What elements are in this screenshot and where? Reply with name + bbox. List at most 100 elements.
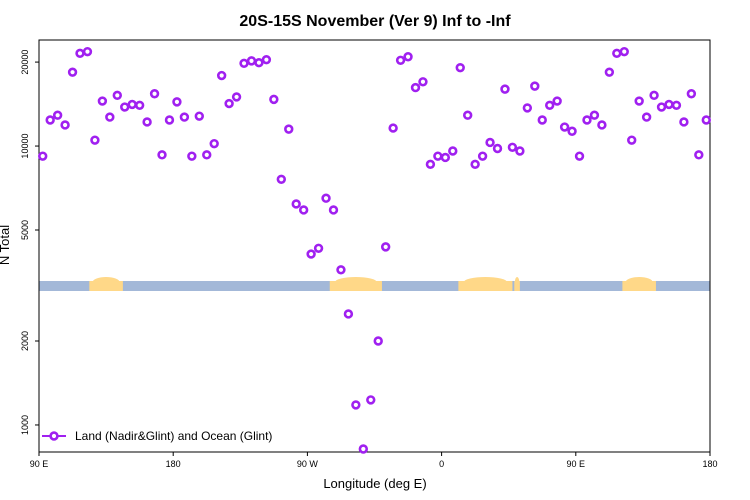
- x-axis-label: Longitude (deg E): [323, 476, 426, 491]
- data-point-0-20: [187, 151, 197, 161]
- data-point-0-0: [38, 151, 48, 161]
- data-point-0-84: [664, 99, 674, 110]
- data-point-0-66: [530, 81, 540, 91]
- land-band-bump-3: [514, 277, 520, 287]
- data-point-0-88: [694, 150, 704, 160]
- data-point-0-80: [634, 96, 644, 106]
- data-points: [38, 46, 711, 454]
- data-point-0-64: [515, 146, 525, 156]
- y-tick-label-2: 5000: [20, 220, 30, 240]
- data-point-0-44: [366, 395, 376, 405]
- data-point-0-82: [649, 90, 659, 101]
- data-point-0-85: [671, 100, 682, 110]
- y-tick-label-3: 10000: [20, 134, 30, 159]
- data-point-0-67: [537, 115, 547, 125]
- data-point-0-13: [134, 100, 145, 110]
- data-point-0-49: [403, 52, 413, 62]
- data-point-0-81: [641, 112, 652, 122]
- data-point-0-30: [261, 54, 272, 65]
- data-point-0-35: [298, 205, 309, 215]
- data-point-0-71: [567, 126, 577, 136]
- data-point-0-48: [395, 55, 406, 65]
- data-point-0-37: [313, 243, 324, 253]
- x-tick-label-0: 90 E: [30, 459, 49, 469]
- data-point-0-36: [306, 249, 316, 259]
- legend: Land (Nadir&Glint) and Ocean (Glint): [42, 429, 272, 443]
- data-point-0-31: [269, 94, 279, 105]
- data-point-0-63: [507, 142, 518, 152]
- y-axis-label: N Total: [0, 225, 12, 265]
- data-point-0-33: [276, 174, 287, 184]
- data-point-0-19: [179, 112, 190, 122]
- data-point-0-60: [485, 137, 495, 148]
- data-point-0-40: [336, 265, 346, 275]
- x-tick-label-3: 0: [439, 459, 444, 469]
- data-point-0-8: [97, 96, 108, 106]
- data-point-0-11: [120, 102, 130, 112]
- land-band-bump-0: [92, 277, 120, 287]
- data-point-0-32: [284, 124, 294, 134]
- data-point-0-86: [679, 117, 689, 127]
- data-point-0-74: [589, 110, 600, 120]
- data-point-0-73: [582, 115, 592, 125]
- data-point-0-4: [67, 67, 78, 77]
- data-point-0-21: [194, 111, 204, 121]
- data-point-0-78: [619, 46, 629, 57]
- data-point-0-87: [686, 89, 697, 99]
- data-point-0-12: [127, 99, 137, 110]
- data-point-0-16: [157, 150, 167, 160]
- data-point-0-56: [455, 62, 465, 73]
- data-point-0-7: [90, 135, 100, 145]
- data-point-0-1: [45, 115, 55, 125]
- data-point-0-50: [410, 82, 421, 93]
- data-point-0-14: [142, 117, 152, 127]
- data-point-0-70: [559, 122, 570, 132]
- data-point-0-24: [216, 70, 227, 81]
- data-point-0-26: [231, 92, 242, 102]
- x-tick-label-4: 90 E: [567, 459, 586, 469]
- legend-label: Land (Nadir&Glint) and Ocean (Glint): [75, 429, 272, 443]
- data-point-0-75: [597, 120, 607, 130]
- data-point-0-17: [164, 115, 175, 125]
- data-point-0-53: [433, 151, 443, 161]
- x-tick-label-1: 180: [166, 459, 181, 469]
- land-band-bump-1: [334, 277, 377, 287]
- data-point-0-77: [612, 48, 622, 59]
- data-point-0-28: [246, 56, 257, 66]
- data-point-0-39: [328, 205, 339, 215]
- chart-title: 20S-15S November (Ver 9) Inf to -Inf: [239, 13, 511, 30]
- data-point-0-9: [105, 112, 115, 122]
- legend-marker: [49, 431, 59, 441]
- data-point-0-54: [440, 152, 451, 163]
- data-point-0-25: [224, 98, 234, 109]
- data-point-0-27: [239, 58, 249, 69]
- data-point-0-29: [254, 57, 264, 68]
- data-point-0-46: [380, 242, 391, 252]
- land-band-bump-2: [463, 277, 508, 287]
- data-point-0-22: [202, 150, 212, 160]
- data-point-0-41: [343, 309, 354, 319]
- data-point-0-59: [477, 151, 488, 161]
- data-point-0-65: [522, 103, 533, 113]
- data-point-0-42: [351, 400, 361, 410]
- data-point-0-10: [112, 90, 122, 101]
- data-point-0-43: [358, 444, 369, 454]
- data-point-0-2: [52, 110, 63, 120]
- land-band-bump-4: [625, 277, 653, 287]
- y-tick-label-1: 2000: [20, 331, 30, 351]
- data-point-0-57: [462, 110, 473, 120]
- data-point-0-3: [60, 120, 70, 130]
- data-point-0-89: [701, 115, 711, 125]
- data-point-0-69: [552, 96, 562, 106]
- data-point-0-15: [149, 89, 160, 99]
- x-tick-label-2: 90 W: [297, 459, 319, 469]
- data-point-0-38: [321, 193, 331, 203]
- data-point-0-72: [574, 151, 585, 161]
- plot-frame: [38, 39, 711, 453]
- data-point-0-18: [172, 97, 182, 107]
- x-tick-label-5: 180: [702, 459, 717, 469]
- y-axis: 1000 2000 5000 10000 20000: [20, 50, 39, 435]
- data-point-0-68: [545, 100, 555, 110]
- data-point-0-23: [209, 138, 219, 149]
- data-point-0-79: [627, 135, 637, 145]
